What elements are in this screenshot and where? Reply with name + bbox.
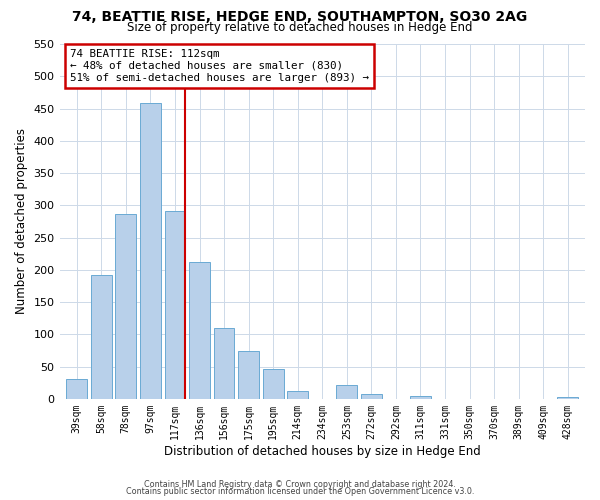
Text: Contains public sector information licensed under the Open Government Licence v3: Contains public sector information licen…: [126, 487, 474, 496]
Bar: [263, 369, 284, 399]
Y-axis label: Number of detached properties: Number of detached properties: [15, 128, 28, 314]
Bar: [410, 396, 431, 399]
Bar: [66, 380, 87, 399]
Bar: [214, 328, 235, 399]
X-axis label: Distribution of detached houses by size in Hedge End: Distribution of detached houses by size …: [164, 444, 481, 458]
Bar: [140, 104, 161, 399]
Bar: [91, 275, 112, 399]
Text: 74 BEATTIE RISE: 112sqm
← 48% of detached houses are smaller (830)
51% of semi-d: 74 BEATTIE RISE: 112sqm ← 48% of detache…: [70, 50, 369, 82]
Bar: [361, 394, 382, 399]
Text: 74, BEATTIE RISE, HEDGE END, SOUTHAMPTON, SO30 2AG: 74, BEATTIE RISE, HEDGE END, SOUTHAMPTON…: [73, 10, 527, 24]
Bar: [337, 384, 357, 399]
Bar: [287, 391, 308, 399]
Bar: [164, 211, 185, 399]
Text: Contains HM Land Registry data © Crown copyright and database right 2024.: Contains HM Land Registry data © Crown c…: [144, 480, 456, 489]
Bar: [189, 262, 210, 399]
Bar: [238, 351, 259, 399]
Bar: [115, 214, 136, 399]
Bar: [557, 397, 578, 399]
Text: Size of property relative to detached houses in Hedge End: Size of property relative to detached ho…: [127, 21, 473, 34]
